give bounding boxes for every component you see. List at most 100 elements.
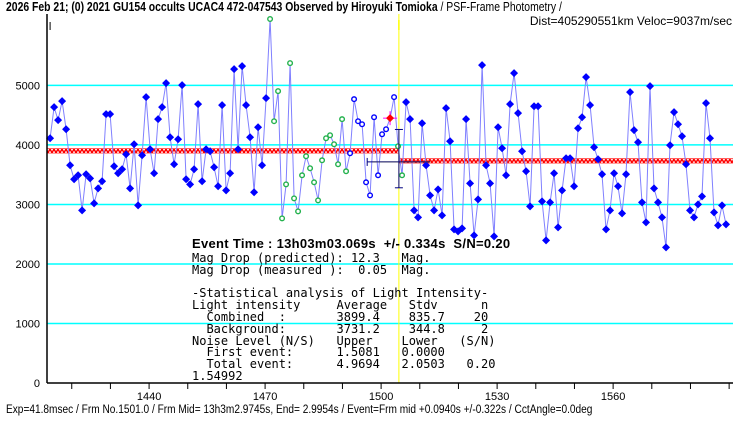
y-tick-label: 2000 (16, 259, 40, 271)
statistics-block: Mag Drop (predicted): 12.3 Mag. Mag Drop … (192, 252, 496, 383)
data-point (542, 236, 551, 245)
data-point (458, 224, 467, 233)
stats-line: Total event: 4.9694 2.0503 0.20 (192, 357, 496, 372)
data-point (214, 182, 223, 191)
data-point-combined (311, 179, 318, 186)
data-point (234, 145, 243, 154)
data-point (426, 191, 435, 200)
data-point (578, 113, 587, 122)
data-point (522, 167, 531, 176)
data-point (94, 184, 103, 193)
data-point (546, 198, 555, 207)
data-point (554, 223, 563, 232)
data-point (58, 97, 67, 106)
data-point (178, 81, 187, 90)
footer-info: Exp=41.8msec / Frm No.1501.0 / Frm Mid= … (6, 404, 593, 416)
x-tick-label: 1530 (485, 391, 509, 403)
data-point (78, 206, 87, 215)
data-point (222, 186, 231, 195)
data-point (570, 182, 579, 191)
data-point-combined (283, 181, 290, 188)
data-point (682, 160, 691, 169)
data-point-combined (395, 143, 402, 150)
data-point (654, 198, 663, 207)
x-tick-label: 1500 (369, 391, 393, 403)
data-point (154, 115, 163, 124)
data-point-open (375, 172, 382, 179)
data-point-combined (343, 168, 350, 175)
data-point-open (371, 114, 378, 121)
data-point (46, 134, 55, 143)
data-point (462, 115, 471, 124)
data-point (490, 232, 499, 241)
data-point (634, 138, 643, 147)
data-point (486, 179, 495, 188)
data-point-open (363, 179, 370, 186)
event-time-text: Event Time : 13h03m03.069s +/- 0.334s S/… (192, 236, 511, 251)
data-point (186, 180, 195, 189)
data-point (438, 211, 447, 220)
data-point (258, 161, 267, 170)
data-point (402, 98, 411, 107)
y-tick-label: 1000 (16, 318, 40, 330)
data-point (538, 197, 547, 206)
data-point (714, 221, 723, 230)
data-point-combined (275, 88, 282, 95)
data-point-open (359, 121, 366, 128)
data-point (494, 123, 503, 132)
data-point (670, 108, 679, 117)
event-markers (49, 14, 431, 383)
data-point (150, 169, 159, 178)
data-point (122, 150, 131, 159)
data-point (658, 213, 667, 222)
data-point (710, 208, 719, 217)
data-point (430, 206, 439, 215)
data-point (418, 119, 427, 128)
data-point-open (355, 118, 362, 125)
data-point (130, 140, 139, 149)
data-point (158, 103, 167, 112)
title-bold: 2026 Feb 21; (0) 2021 GU154 occults UCAC… (6, 0, 438, 14)
data-point (574, 124, 583, 133)
data-point (82, 170, 91, 179)
data-point (250, 188, 259, 197)
data-point (550, 169, 559, 178)
data-point-combined (271, 118, 278, 125)
data-point (482, 161, 491, 170)
data-point (470, 231, 479, 240)
data-point (706, 134, 715, 143)
data-point (446, 137, 455, 146)
data-point (686, 206, 695, 215)
data-point (610, 169, 619, 178)
data-point (414, 213, 423, 222)
data-point (566, 154, 575, 163)
data-point (582, 73, 591, 82)
stats-line: Background: 3731.2 344.8 2 (192, 321, 489, 336)
data-point (590, 143, 599, 152)
data-point (206, 147, 215, 156)
data-point (514, 109, 523, 118)
data-point (718, 201, 727, 210)
data-point (406, 115, 415, 124)
data-point (698, 192, 707, 201)
data-point (434, 185, 443, 194)
data-point-combined (327, 132, 334, 139)
data-point (198, 177, 207, 186)
data-point (442, 104, 451, 113)
data-point (622, 170, 631, 179)
data-point (518, 147, 527, 156)
data-point (662, 243, 671, 252)
data-point (194, 100, 203, 109)
data-point (90, 199, 99, 208)
stats-line: Noise Level (N/S) Upper Lower (S/N) (192, 333, 496, 348)
data-point (126, 184, 135, 193)
data-point (422, 161, 431, 170)
data-point-open (347, 150, 354, 157)
data-point (498, 144, 507, 153)
data-point (134, 201, 143, 210)
data-point-combined (335, 161, 342, 168)
data-point-combined (267, 15, 274, 22)
data-point (586, 101, 595, 110)
stats-line: -Statistical analysis of Light Intensity… (192, 286, 489, 301)
